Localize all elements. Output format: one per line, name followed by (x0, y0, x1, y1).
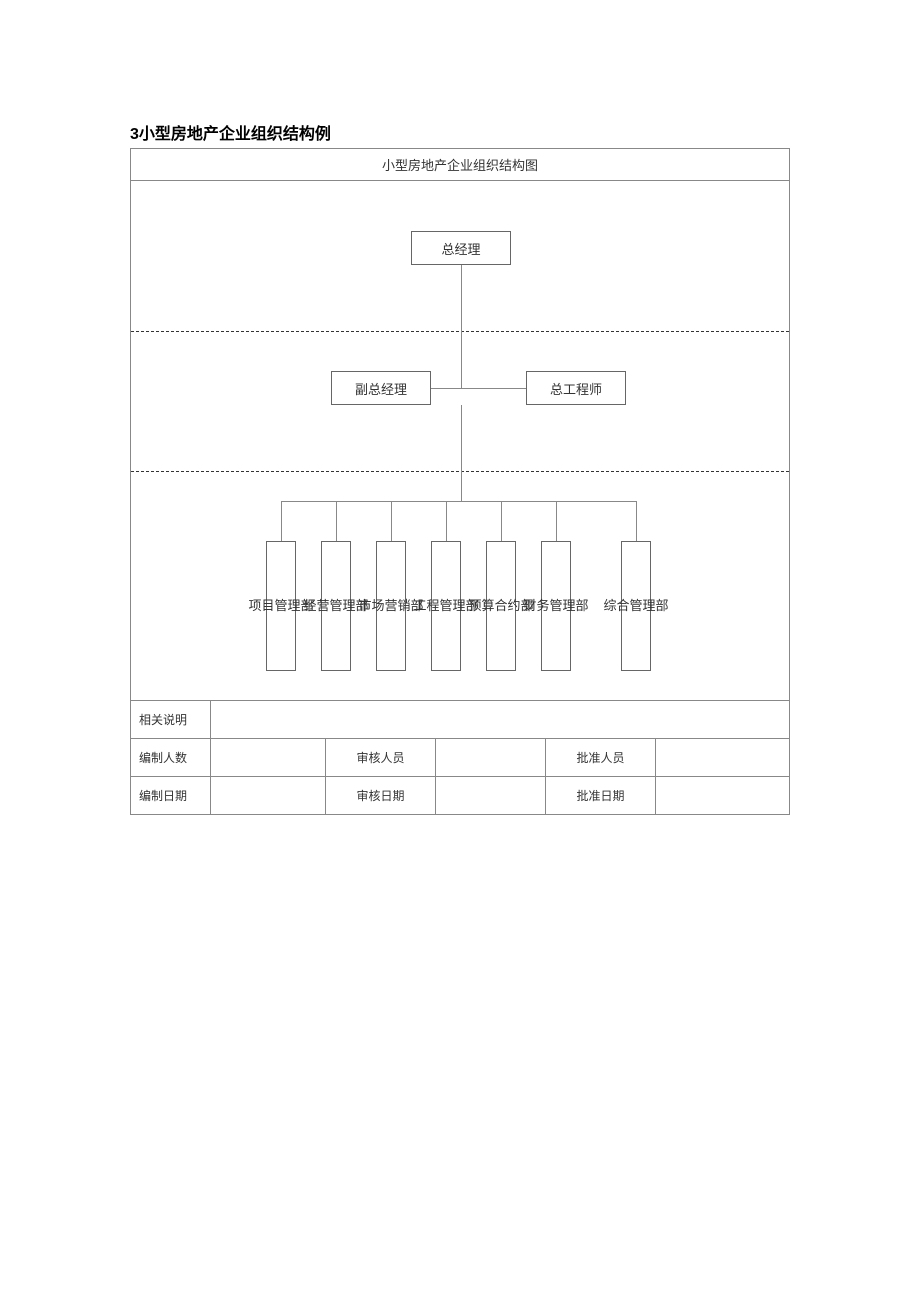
info-c3-label: 批准人员 (546, 739, 656, 776)
conn-h-right (461, 388, 526, 389)
dept-5: 财务管理部 (541, 541, 571, 671)
conn-drop-5 (556, 501, 557, 541)
page-heading: 3小型房地产企业组织结构例 (130, 120, 790, 144)
info-c1-value (211, 777, 326, 814)
info-row-2: 编制日期 审核日期 批准日期 (131, 777, 789, 814)
dept-6: 综合管理部 (621, 541, 651, 671)
conn-h-left (431, 388, 461, 389)
conn-drop-0 (281, 501, 282, 541)
chart-title: 小型房地产企业组织结构图 (131, 149, 789, 181)
info-table: 相关说明编制人数 审核人员 批准人员编制日期 审核日期 批准日期 (131, 701, 789, 814)
info-c3-value (656, 739, 789, 776)
conn-drop-6 (636, 501, 637, 541)
conn-rail (281, 501, 636, 502)
info-c1-label: 编制日期 (131, 777, 211, 814)
dept-1: 经营管理部 (321, 541, 351, 671)
info-c2-value (436, 739, 546, 776)
dept-3: 工程管理部 (431, 541, 461, 671)
info-label: 相关说明 (131, 701, 211, 738)
info-value (211, 701, 789, 738)
node-l2-0: 副总经理 (331, 371, 431, 405)
info-c3-value (656, 777, 789, 814)
dept-4: 预算合约部 (486, 541, 516, 671)
info-c2-label: 审核人员 (326, 739, 436, 776)
conn-drop-1 (336, 501, 337, 541)
info-c3-label: 批准日期 (546, 777, 656, 814)
org-chart: 总经理副总经理 总工程师项目管理部经营管理部市场营销部工程管理部预算合约部财务管理… (131, 181, 789, 701)
node-l2-1: 总工程师 (526, 371, 626, 405)
conn-trunk-1 (461, 265, 462, 388)
dept-2: 市场营销部 (376, 541, 406, 671)
info-c2-value (436, 777, 546, 814)
info-row-0: 相关说明 (131, 701, 789, 739)
section-divider-1 (131, 471, 789, 472)
conn-drop-2 (391, 501, 392, 541)
conn-trunk-2 (461, 405, 462, 501)
info-c1-label: 编制人数 (131, 739, 211, 776)
info-row-1: 编制人数 审核人员 批准人员 (131, 739, 789, 777)
info-c2-label: 审核日期 (326, 777, 436, 814)
conn-drop-4 (501, 501, 502, 541)
section-divider-0 (131, 331, 789, 332)
conn-drop-3 (446, 501, 447, 541)
org-chart-container: 小型房地产企业组织结构图 总经理副总经理 总工程师项目管理部经营管理部市场营销部工… (130, 148, 790, 815)
info-c1-value (211, 739, 326, 776)
dept-0: 项目管理部 (266, 541, 296, 671)
node-gm: 总经理 (411, 231, 511, 265)
